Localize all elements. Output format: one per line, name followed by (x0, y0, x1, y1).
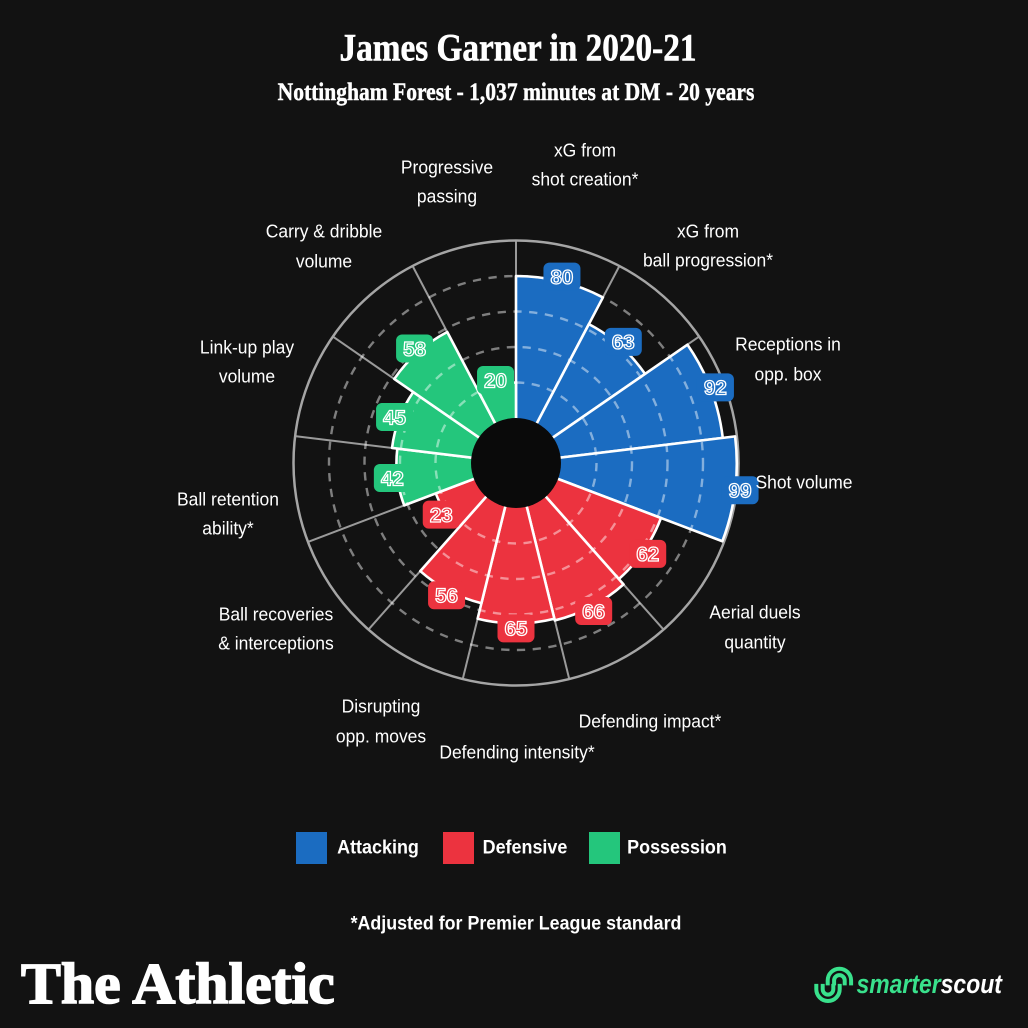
svg-text:62: 62 (636, 543, 659, 566)
svg-text:63: 63 (612, 331, 635, 354)
svg-text:42: 42 (381, 467, 404, 490)
svg-text:45: 45 (383, 406, 406, 429)
svg-text:66: 66 (582, 600, 605, 623)
svg-text:65: 65 (505, 618, 528, 641)
svg-text:20: 20 (484, 369, 507, 392)
svg-text:80: 80 (551, 266, 574, 289)
svg-text:58: 58 (403, 338, 426, 361)
svg-text:99: 99 (729, 480, 752, 503)
svg-text:smarterscout: smarterscout (857, 969, 1004, 999)
svg-text:56: 56 (435, 585, 458, 608)
svg-text:23: 23 (430, 504, 453, 527)
svg-text:92: 92 (704, 377, 727, 400)
